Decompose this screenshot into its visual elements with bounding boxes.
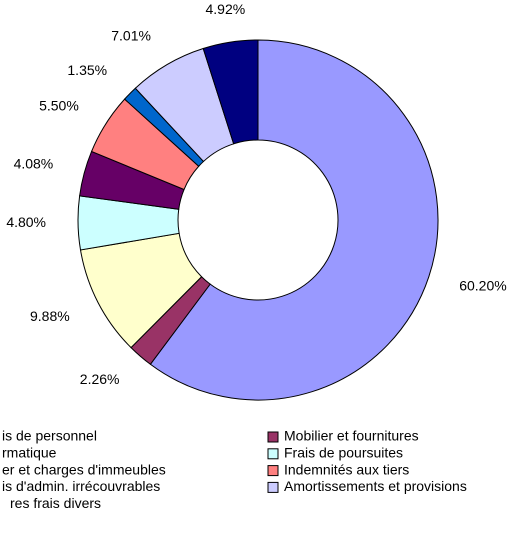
legend-label: rmatique [2,445,57,461]
data-label: 1.35% [67,62,107,78]
legend-label: er et charges d'immeubles [2,461,166,477]
data-label: 9.88% [30,308,70,324]
data-label: 5.50% [39,97,79,113]
legend-swatch [267,465,279,477]
legend-label: is d'admin. irrécouvrables [2,478,160,494]
data-label: 2.26% [80,371,120,387]
legend-swatch [267,481,279,493]
legend-label: Amortissements et provisions [284,478,467,494]
data-label: 7.01% [111,28,151,44]
legend-label: res frais divers [10,495,101,511]
legend-label: is de personnel [2,428,97,444]
legend-swatch [267,448,279,460]
legend-swatch [267,431,279,443]
data-label: 4.92% [206,1,246,17]
legend-label: Frais de poursuites [284,445,403,461]
legend-label: Indemnités aux tiers [284,461,409,477]
legend-label: Mobilier et fournitures [284,428,419,444]
donut-slice [149,39,439,401]
data-label: 4.08% [14,156,54,172]
data-label: 60.20% [459,277,506,293]
data-label: 4.80% [6,214,46,230]
donut-slice [202,39,259,145]
